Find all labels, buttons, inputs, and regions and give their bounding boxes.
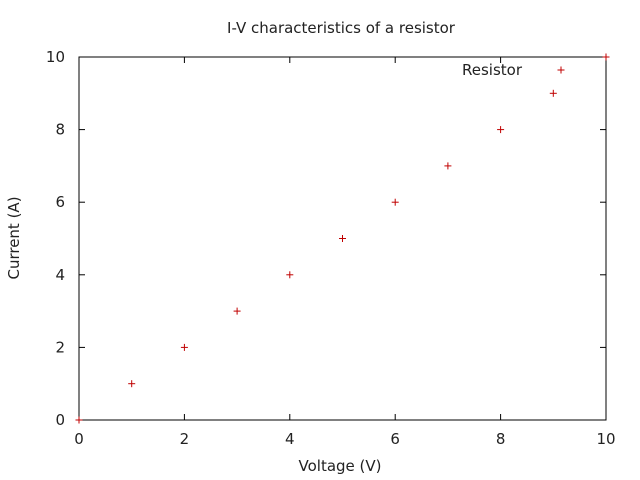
legend-marker-symbol (557, 66, 565, 74)
data-point (339, 235, 346, 242)
data-point (391, 198, 399, 206)
data-point (233, 307, 241, 315)
x-tick-label: 2 (180, 430, 190, 448)
data-point (128, 380, 136, 388)
y-axis-label: Current (A) (5, 196, 23, 279)
x-axis-label: Voltage (V) (299, 457, 382, 475)
x-tick-label: 8 (496, 430, 506, 448)
y-tick-label: 0 (55, 411, 65, 429)
data-point (286, 271, 294, 279)
x-tick-label: 0 (74, 430, 84, 448)
data-point (75, 416, 83, 424)
x-tick-label: 6 (390, 430, 400, 448)
chart-title: I-V characteristics of a resistor (227, 19, 456, 37)
x-tick-label: 10 (596, 430, 615, 448)
legend: Resistor (462, 61, 565, 79)
data-point (602, 53, 610, 61)
plot-area (78, 56, 607, 421)
legend-marker (557, 66, 565, 74)
data-point (549, 89, 557, 97)
data-point (497, 126, 505, 134)
y-axis: 0 2 4 6 8 10 (46, 48, 606, 429)
legend-label: Resistor (462, 61, 523, 79)
data-points (75, 53, 610, 424)
y-tick-label: 4 (55, 266, 65, 284)
y-tick-label: 8 (55, 121, 65, 139)
x-axis: 0 2 4 6 8 10 (74, 57, 616, 448)
data-point (444, 162, 452, 170)
y-tick-label: 2 (55, 338, 65, 356)
y-tick-label: 6 (55, 193, 65, 211)
y-tick-label: 10 (46, 48, 65, 66)
data-point (180, 343, 188, 351)
x-tick-label: 4 (285, 430, 295, 448)
